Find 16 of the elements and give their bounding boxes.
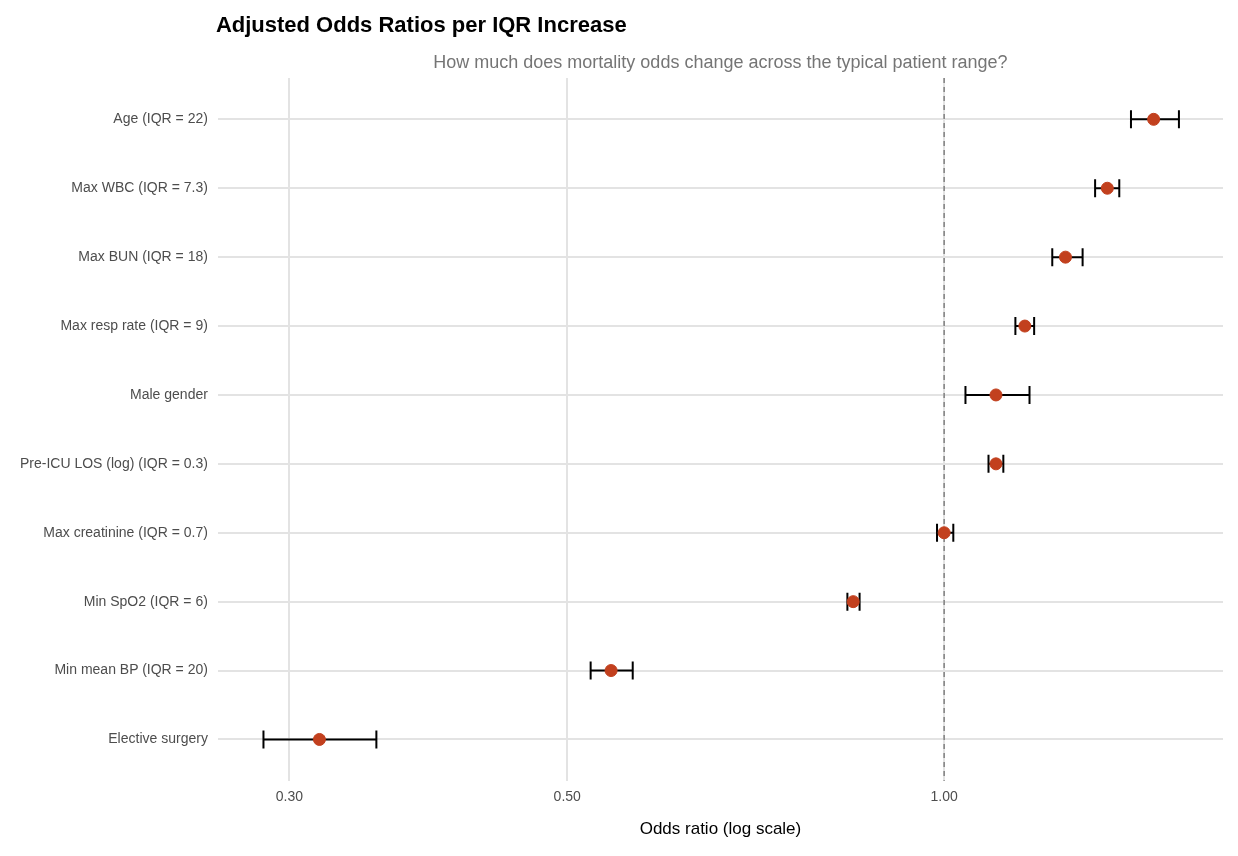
y-tick-label: Min SpO2 (IQR = 6) <box>83 592 208 609</box>
y-tick-label: Elective surgery <box>108 730 208 747</box>
x-axis-title: Odds ratio (log scale) <box>639 819 802 839</box>
y-tick-label: Pre-ICU LOS (log) (IQR = 0.3) <box>19 454 208 471</box>
y-tick-label: Min mean BP (IQR = 20) <box>54 661 208 678</box>
y-tick-label: Max BUN (IQR = 18) <box>78 248 208 264</box>
y-tick-label: Max resp rate (IQR = 9) <box>60 316 208 333</box>
x-tick-label: 0.50 <box>553 788 582 805</box>
chart-subtitle: How much does mortality odds change across the typical patient range? <box>433 51 1008 72</box>
chart-title: Adjusted Odds Ratios per IQR Increase <box>215 12 627 38</box>
x-tick-label: 0.30 <box>275 788 304 805</box>
y-tick-label: Max WBC (IQR = 7.3) <box>71 179 208 196</box>
y-tick-label: Max creatinine (IQR = 0.7) <box>43 523 208 540</box>
y-tick-label: Age (IQR = 22) <box>113 110 208 127</box>
x-tick-label: 1.00 <box>930 788 958 805</box>
y-tick-label: Male gender <box>130 385 209 402</box>
